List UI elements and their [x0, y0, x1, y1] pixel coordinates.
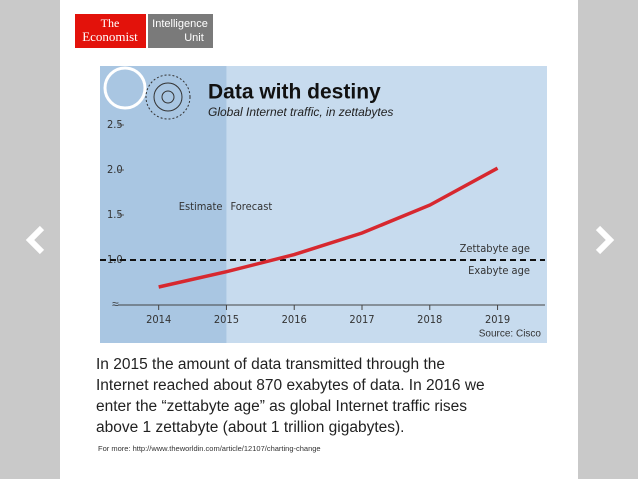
caption-line: In 2015 the amount of data transmitted t… — [96, 356, 445, 373]
estimate-shading — [100, 66, 227, 343]
annotation: Estimate — [179, 200, 223, 213]
annotation: Exabyte age — [468, 264, 530, 277]
y-tick-label: 1.5 — [107, 208, 123, 221]
x-tick-label: 2019 — [485, 313, 510, 326]
source: Source: Cisco — [479, 329, 542, 340]
logo-unit: Unit — [184, 32, 204, 44]
annotation: Zettabyte age — [460, 242, 530, 255]
caption-line: Internet reached about 870 exabytes of d… — [96, 377, 485, 394]
x-tick-label: 2015 — [214, 313, 239, 326]
link[interactable]: For more: http://www.theworldin.com/arti… — [98, 444, 321, 453]
logo-brand: Economist — [82, 29, 138, 44]
y-tick-label: 2.5 — [107, 118, 123, 131]
data-line — [158, 166, 499, 289]
logo-brand: The — [101, 16, 120, 30]
caption: In 2015 the amount of data transmitted t… — [96, 356, 485, 436]
caption-line: enter the “zettabyte age” as global Inte… — [96, 398, 467, 415]
prev-arrow[interactable] — [25, 225, 45, 255]
logo-unit: Intelligence — [152, 18, 208, 30]
logo-brand-box — [75, 14, 146, 48]
x-tick-label: 2016 — [282, 313, 307, 326]
annotation: Forecast — [230, 200, 272, 213]
x-tick-label: 2017 — [349, 313, 374, 326]
axis-break: ≈ — [112, 297, 119, 311]
x-tick-label: 2014 — [146, 313, 171, 326]
next-arrow[interactable] — [595, 225, 615, 255]
y-tick-label: 2.0 — [107, 163, 123, 176]
logo-unit-box — [148, 14, 213, 48]
caption-line: above 1 zettabyte (about 1 trillion giga… — [96, 419, 404, 436]
x-tick-label: 2018 — [417, 313, 442, 326]
chart-title: Data with destiny — [208, 81, 381, 104]
globe — [103, 66, 191, 120]
chart-subtitle: Global Internet traffic, in zettabytes — [208, 105, 393, 119]
